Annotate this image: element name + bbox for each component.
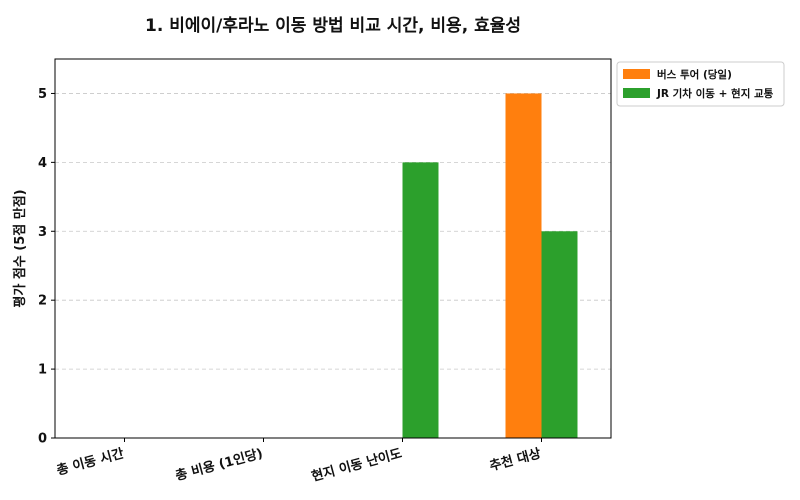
legend: 버스 투어 (당일) JR 기차 이동 + 현지 교통 (616, 61, 785, 107)
legend-frame (616, 61, 785, 107)
y-tick-label: 2 (38, 294, 47, 309)
legend-label: 버스 투어 (당일) (657, 68, 732, 81)
bar (541, 231, 578, 438)
bar (402, 162, 439, 438)
y-axis-label: 평가 점수 (5점 만점) (12, 189, 28, 307)
plot-frame (54, 58, 612, 439)
y-tick-label: 4 (38, 156, 47, 171)
x-axis-ticks: 총 이동 시간 총 비용 (1인당) 현지 이동 난이도 추천 대상 (55, 438, 543, 485)
x-tick-label: 현지 이동 난이도 (310, 445, 404, 484)
x-tick-label: 추천 대상 (488, 445, 543, 474)
y-tick-label: 3 (38, 225, 47, 240)
legend-swatch (623, 88, 650, 98)
y-tick-label: 5 (38, 87, 47, 102)
bars (402, 93, 578, 439)
y-tick-label: 0 (38, 432, 47, 447)
bar (505, 93, 542, 439)
chart-title: 1. 비에이/후라노 이동 방법 비교 시간, 비용, 효율성 (145, 15, 521, 36)
legend-label: JR 기차 이동 + 현지 교통 (656, 87, 774, 100)
legend-swatch (623, 69, 650, 79)
y-axis-ticks: 0 1 2 3 4 5 (38, 87, 55, 447)
x-tick-label: 총 이동 시간 (55, 445, 126, 478)
y-tick-label: 1 (38, 363, 47, 378)
x-tick-label: 총 비용 (1인당) (174, 445, 265, 484)
